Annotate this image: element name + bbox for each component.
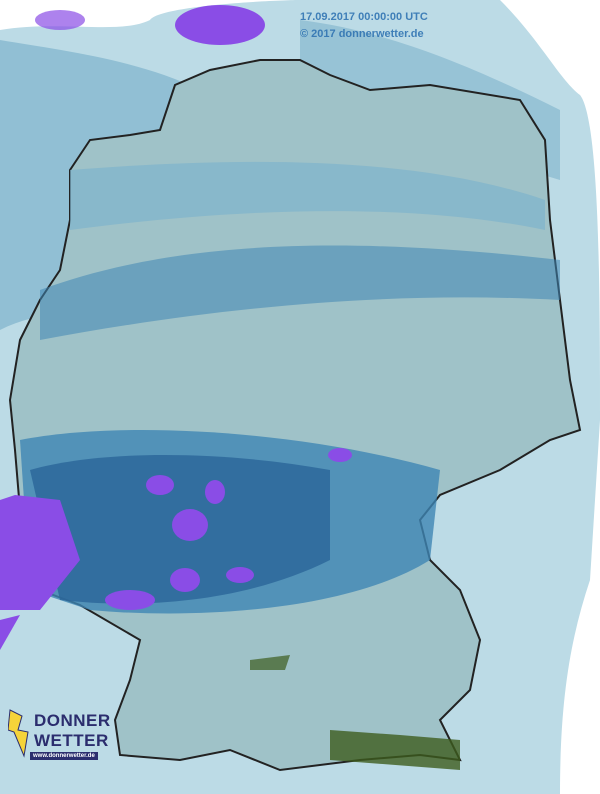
heavy-precip xyxy=(172,509,208,541)
heavy-precip xyxy=(328,448,352,462)
lightning-bolt-icon xyxy=(8,709,29,758)
logo-url: www.donnerwetter.de xyxy=(30,752,98,760)
copyright: © 2017 donnerwetter.de xyxy=(300,28,424,40)
heavy-precip xyxy=(170,568,200,592)
snow-hail xyxy=(330,730,460,770)
precip-band xyxy=(40,245,560,340)
precip-band xyxy=(70,161,545,230)
donnerwetter-logo[interactable]: DONNER WETTER www.donnerwetter.de xyxy=(8,708,110,766)
heavy-precip xyxy=(226,567,254,583)
heavy-precip xyxy=(35,10,85,30)
heavy-precip xyxy=(146,475,174,495)
logo-line1: DONNER xyxy=(34,711,111,730)
heavy-precip xyxy=(0,495,80,610)
snow-hail xyxy=(250,655,290,670)
timestamp: 17.09.2017 00:00:00 UTC xyxy=(300,11,428,23)
heavy-precip xyxy=(175,5,265,45)
heavy-precip xyxy=(0,615,20,650)
heavy-precip xyxy=(105,590,155,610)
logo-line2: WETTER xyxy=(34,731,109,750)
heavy-precip xyxy=(205,480,225,504)
